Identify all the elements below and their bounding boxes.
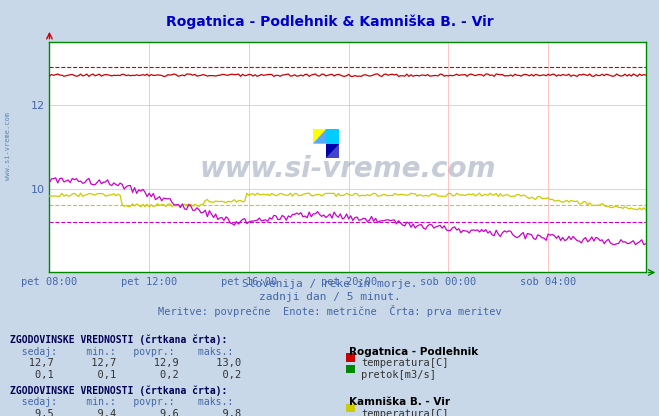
Text: sedaj:     min.:   povpr.:    maks.:: sedaj: min.: povpr.: maks.: <box>10 347 233 357</box>
Text: Kamniška B. - Vir: Kamniška B. - Vir <box>349 397 450 407</box>
Text: pretok[m3/s]: pretok[m3/s] <box>361 370 436 380</box>
Polygon shape <box>326 144 339 158</box>
Text: sedaj:     min.:   povpr.:    maks.:: sedaj: min.: povpr.: maks.: <box>10 397 233 407</box>
Text: temperatura[C]: temperatura[C] <box>361 358 449 368</box>
Text: Rogatnica - Podlehnik: Rogatnica - Podlehnik <box>349 347 478 357</box>
Polygon shape <box>313 129 326 144</box>
Text: www.si-vreme.com: www.si-vreme.com <box>5 111 11 180</box>
Text: Meritve: povprečne  Enote: metrične  Črta: prva meritev: Meritve: povprečne Enote: metrične Črta:… <box>158 305 501 317</box>
Bar <box>313 129 326 144</box>
Bar <box>326 144 339 158</box>
Text: Slovenija / reke in morje.: Slovenija / reke in morje. <box>242 279 417 289</box>
Text: ZGODOVINSKE VREDNOSTI (črtkana črta):: ZGODOVINSKE VREDNOSTI (črtkana črta): <box>10 386 227 396</box>
Bar <box>326 129 339 144</box>
Text: www.si-vreme.com: www.si-vreme.com <box>200 155 496 183</box>
Text: ZGODOVINSKE VREDNOSTI (črtkana črta):: ZGODOVINSKE VREDNOSTI (črtkana črta): <box>10 335 227 345</box>
Text: 0,1       0,1       0,2       0,2: 0,1 0,1 0,2 0,2 <box>10 370 241 380</box>
Text: Rogatnica - Podlehnik & Kamniška B. - Vir: Rogatnica - Podlehnik & Kamniška B. - Vi… <box>165 15 494 29</box>
Text: 12,7      12,7      12,9      13,0: 12,7 12,7 12,9 13,0 <box>10 358 241 368</box>
Text: 9,5       9,4       9,6       9,8: 9,5 9,4 9,6 9,8 <box>10 409 241 416</box>
Text: zadnji dan / 5 minut.: zadnji dan / 5 minut. <box>258 292 401 302</box>
Text: temperatura[C]: temperatura[C] <box>361 409 449 416</box>
